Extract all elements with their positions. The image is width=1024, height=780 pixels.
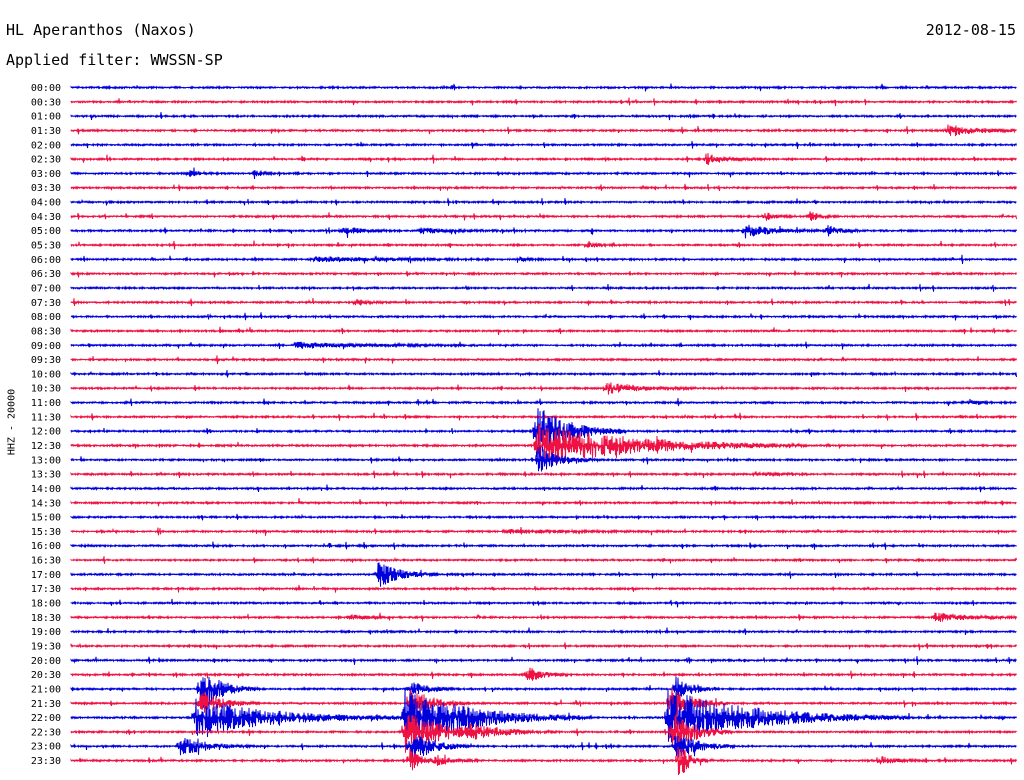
time-label: 15:30 <box>31 527 61 538</box>
time-label: 20:30 <box>31 670 61 681</box>
time-label: 18:00 <box>31 599 61 610</box>
time-label: 05:30 <box>31 241 61 252</box>
seismic-trace <box>70 198 1017 206</box>
seismic-trace <box>70 526 1017 536</box>
seismic-trace <box>70 598 1017 608</box>
seismic-trace <box>70 167 1017 180</box>
time-label: 00:00 <box>31 83 61 94</box>
seismic-trace <box>70 423 1017 464</box>
time-label: 07:00 <box>31 283 61 294</box>
time-label: 03:30 <box>31 183 61 194</box>
seismic-trace <box>70 556 1017 564</box>
seismic-trace <box>70 283 1017 292</box>
time-label: 02:00 <box>31 140 61 151</box>
seismic-trace <box>70 562 1017 587</box>
time-label: 04:30 <box>31 212 61 223</box>
time-label: 19:00 <box>31 627 61 638</box>
seismic-trace <box>70 747 1017 776</box>
seismic-trace <box>70 341 1017 350</box>
time-label: 23:30 <box>31 756 61 767</box>
seismic-trace <box>70 211 1017 222</box>
time-label: 23:00 <box>31 742 61 753</box>
seismic-trace <box>70 224 1017 239</box>
time-label: 10:30 <box>31 384 61 395</box>
time-label: 14:00 <box>31 484 61 495</box>
seismic-trace <box>70 676 1017 708</box>
seismic-trace <box>70 240 1017 250</box>
time-label: 14:30 <box>31 498 61 509</box>
seismic-trace <box>70 497 1017 507</box>
time-label: 08:30 <box>31 326 61 337</box>
seismic-trace <box>70 97 1017 107</box>
seismic-trace <box>70 355 1017 365</box>
seismic-trace <box>70 408 1017 458</box>
time-label: 01:30 <box>31 126 61 137</box>
seismic-trace <box>70 688 1017 744</box>
time-label: 17:00 <box>31 570 61 581</box>
time-label: 22:30 <box>31 727 61 738</box>
time-label: 09:30 <box>31 355 61 366</box>
seismic-trace <box>70 735 1017 763</box>
time-label: 01:00 <box>31 112 61 123</box>
time-label: 12:00 <box>31 427 61 438</box>
seismic-trace <box>70 686 1017 717</box>
time-label: 13:00 <box>31 455 61 466</box>
time-label: 07:30 <box>31 298 61 309</box>
seismic-trace <box>70 446 1017 472</box>
seismic-trace <box>70 183 1017 192</box>
time-label: 06:00 <box>31 255 61 266</box>
time-label: 03:00 <box>31 169 61 180</box>
seismic-trace <box>70 124 1017 137</box>
seismic-trace <box>70 642 1017 651</box>
time-label: 09:00 <box>31 341 61 352</box>
seismic-trace <box>70 656 1017 665</box>
seismic-trace <box>70 612 1017 622</box>
time-label: 06:30 <box>31 269 61 280</box>
seismic-trace <box>70 140 1017 149</box>
seismic-trace <box>70 714 1017 753</box>
seismic-trace <box>70 627 1017 635</box>
time-label: 04:00 <box>31 198 61 209</box>
time-label: 11:00 <box>31 398 61 409</box>
seismic-trace <box>70 298 1017 307</box>
time-label: 19:30 <box>31 641 61 652</box>
time-label: 17:30 <box>31 584 61 595</box>
seismic-trace <box>70 312 1017 321</box>
seismic-trace <box>70 254 1017 265</box>
time-label: 15:00 <box>31 513 61 524</box>
time-label: 20:00 <box>31 656 61 667</box>
seismic-trace <box>70 83 1017 92</box>
seismic-trace <box>70 369 1017 378</box>
seismic-trace <box>70 326 1017 336</box>
seismic-trace <box>70 112 1017 121</box>
time-label: 21:30 <box>31 699 61 710</box>
date-label: 2012-08-15 <box>925 21 1016 39</box>
seismic-trace <box>70 513 1017 521</box>
time-label: 21:00 <box>31 684 61 695</box>
time-label: 12:30 <box>31 441 61 452</box>
time-label: 16:30 <box>31 556 61 567</box>
seismic-trace <box>70 470 1017 479</box>
seismic-trace <box>70 398 1017 407</box>
time-label: 10:00 <box>31 369 61 380</box>
time-label: 00:30 <box>31 97 61 108</box>
station-title: HL Aperanthos (Naxos) <box>6 21 196 39</box>
time-label: 08:00 <box>31 312 61 323</box>
time-label: 16:00 <box>31 541 61 552</box>
seismic-trace <box>70 382 1017 395</box>
time-label: 02:30 <box>31 155 61 166</box>
seismic-trace <box>70 667 1017 681</box>
seismic-trace <box>70 270 1017 278</box>
filter-label: Applied filter: WWSSN-SP <box>6 51 223 69</box>
time-label: 05:00 <box>31 226 61 237</box>
time-label: 18:30 <box>31 613 61 624</box>
time-label: 22:00 <box>31 713 61 724</box>
time-label: 13:30 <box>31 470 61 481</box>
seismic-trace <box>70 153 1017 165</box>
time-label: 11:30 <box>31 412 61 423</box>
seismic-trace <box>70 484 1017 493</box>
seismic-trace <box>70 541 1017 550</box>
seismic-trace <box>70 584 1017 593</box>
